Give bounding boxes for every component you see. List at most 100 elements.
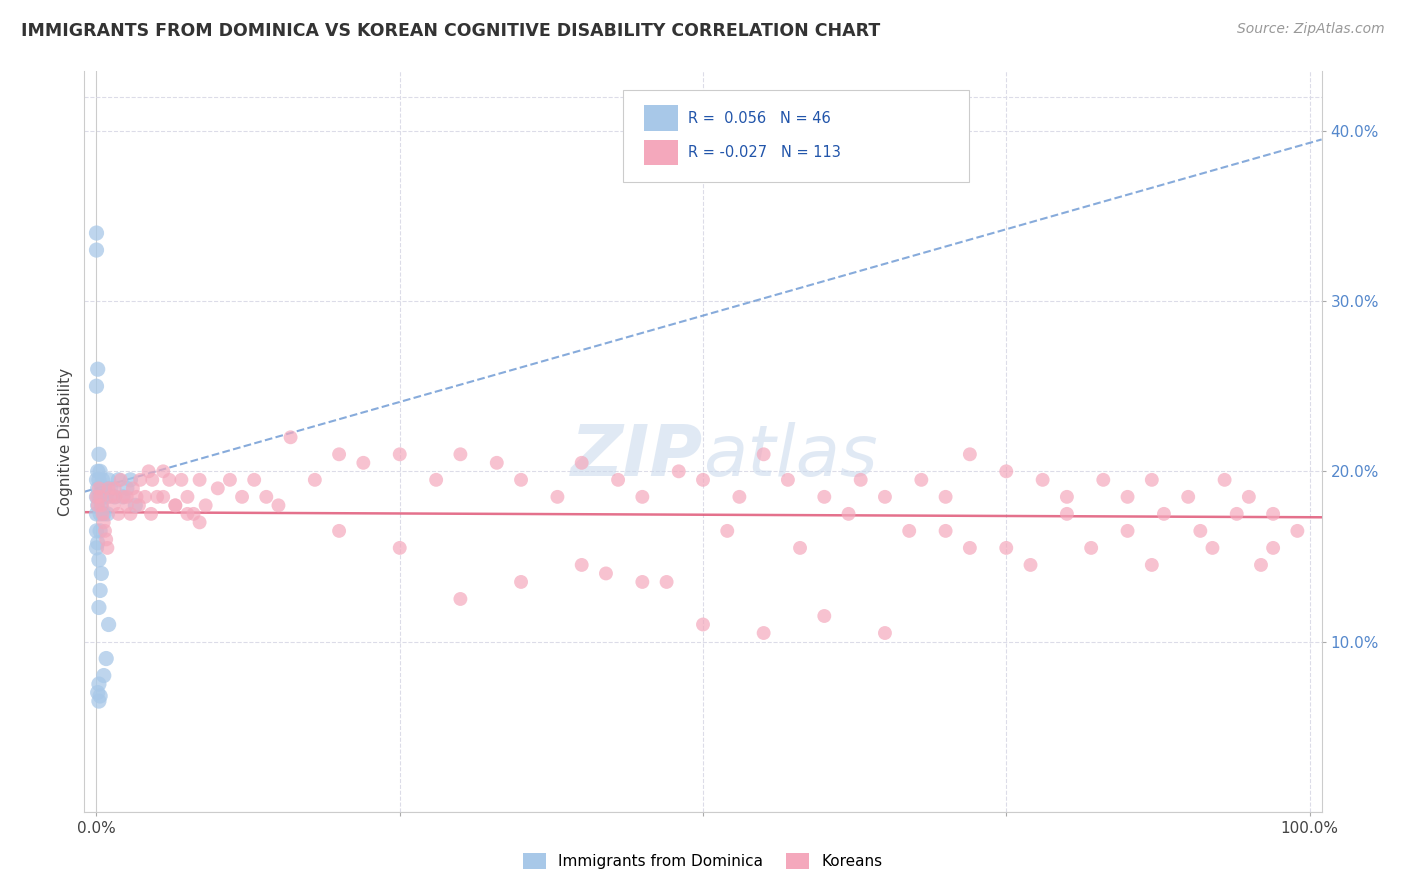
Point — [107, 473, 129, 487]
Point — [1032, 473, 1054, 487]
Point — [631, 574, 654, 589]
Point — [510, 473, 533, 487]
Point — [1140, 473, 1163, 487]
Point — [112, 490, 135, 504]
Point — [1153, 507, 1175, 521]
Point — [96, 533, 118, 547]
Point — [959, 447, 981, 461]
Point — [935, 524, 957, 538]
Point — [595, 566, 617, 581]
Point — [110, 473, 132, 487]
Point — [485, 456, 508, 470]
Point — [124, 499, 146, 513]
Point — [90, 499, 112, 513]
Point — [87, 677, 110, 691]
Point — [87, 553, 110, 567]
Point — [139, 507, 162, 521]
Point — [112, 490, 135, 504]
Point — [188, 516, 211, 530]
Point — [1213, 473, 1236, 487]
Point — [125, 490, 148, 504]
Point — [655, 574, 678, 589]
Point — [838, 507, 860, 521]
Point — [122, 481, 145, 495]
Point — [97, 617, 120, 632]
Point — [86, 464, 108, 478]
Point — [115, 499, 138, 513]
Point — [304, 473, 326, 487]
Point — [93, 516, 115, 530]
Point — [571, 456, 593, 470]
Point — [668, 464, 690, 478]
Point — [104, 490, 127, 504]
Text: R =  0.056   N = 46: R = 0.056 N = 46 — [688, 111, 831, 126]
Point — [1189, 524, 1212, 538]
Point — [1261, 507, 1284, 521]
Point — [254, 490, 277, 504]
Point — [86, 226, 108, 240]
Point — [752, 447, 775, 461]
Point — [152, 490, 174, 504]
Point — [188, 473, 211, 487]
Point — [165, 499, 187, 513]
Point — [97, 481, 120, 495]
Text: ZIP: ZIP — [571, 422, 703, 491]
Point — [849, 473, 872, 487]
Point — [104, 490, 127, 504]
Point — [86, 473, 108, 487]
Point — [910, 473, 932, 487]
Point — [631, 490, 654, 504]
Point — [107, 507, 129, 521]
Text: Source: ZipAtlas.com: Source: ZipAtlas.com — [1237, 22, 1385, 37]
Point — [96, 541, 118, 555]
Point — [100, 481, 122, 495]
Point — [388, 447, 411, 461]
Point — [89, 583, 111, 598]
Point — [194, 499, 217, 513]
Point — [152, 464, 174, 478]
Point — [86, 243, 108, 257]
Point — [115, 481, 138, 495]
Point — [86, 362, 108, 376]
Point — [90, 481, 112, 495]
Point — [128, 499, 150, 513]
Point — [94, 481, 117, 495]
Point — [607, 473, 630, 487]
Point — [425, 473, 447, 487]
Point — [510, 574, 533, 589]
Point — [449, 447, 471, 461]
Point — [87, 694, 110, 708]
Point — [91, 490, 114, 504]
FancyBboxPatch shape — [623, 90, 969, 183]
Point — [873, 490, 896, 504]
Point — [86, 541, 108, 555]
Point — [328, 524, 350, 538]
Point — [87, 490, 110, 504]
Y-axis label: Cognitive Disability: Cognitive Disability — [58, 368, 73, 516]
Legend: Immigrants from Dominica, Koreans: Immigrants from Dominica, Koreans — [517, 847, 889, 875]
Point — [86, 490, 108, 504]
Point — [89, 464, 111, 478]
Point — [86, 499, 108, 513]
Point — [752, 626, 775, 640]
Point — [86, 481, 108, 495]
Point — [219, 473, 242, 487]
Point — [267, 499, 290, 513]
Point — [91, 507, 114, 521]
Point — [90, 566, 112, 581]
Point — [86, 536, 108, 550]
Point — [1226, 507, 1249, 521]
Point — [692, 617, 714, 632]
Point — [86, 379, 108, 393]
Point — [692, 473, 714, 487]
Point — [100, 490, 122, 504]
Point — [1250, 558, 1272, 572]
Point — [1177, 490, 1199, 504]
Point — [231, 490, 253, 504]
Point — [86, 685, 108, 699]
Point — [141, 473, 163, 487]
Point — [1116, 490, 1139, 504]
Point — [959, 541, 981, 555]
Point — [1056, 507, 1078, 521]
Point — [1080, 541, 1102, 555]
